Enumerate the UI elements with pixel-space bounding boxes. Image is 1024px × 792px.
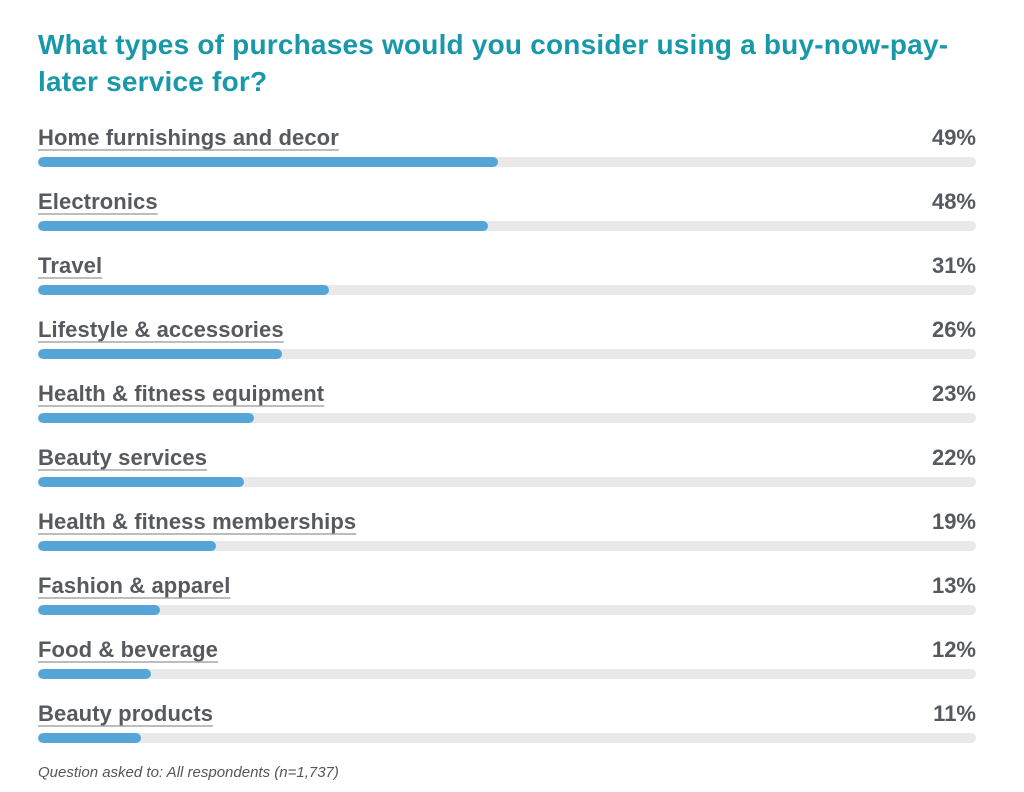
bar-row: Travel 31% [38,252,976,296]
value-label: 12% [931,637,976,663]
bar-row-head: Beauty services 22% [38,444,976,472]
bar-row-head: Health & fitness equipment 23% [38,380,976,408]
category-label: Electronics [38,189,158,215]
bar-row: Health & fitness equipment 23% [38,380,976,424]
bar-row: Food & beverage 12% [38,636,976,680]
bar-fill [38,413,254,424]
bar-track [38,541,976,552]
bar-row: Home furnishings and decor 49% [38,124,976,168]
bar-fill [38,733,142,744]
category-label: Fashion & apparel [38,573,231,599]
chart-footnote: Question asked to: All respondents (n=1,… [38,764,339,782]
bar-track [38,669,976,680]
value-label: 26% [931,317,976,343]
value-label: 49% [931,125,976,151]
bar-row-head: Travel 31% [38,252,976,280]
bar-row: Fashion & apparel 13% [38,572,976,616]
bar-track [38,413,976,424]
value-label: 13% [931,573,976,599]
bar-track [38,285,976,296]
chart-title: What types of purchases would you consid… [38,29,949,98]
category-label: Beauty services [38,445,208,471]
bar-track [38,733,976,744]
bar-row-head: Home furnishings and decor 49% [38,124,976,152]
bar-row-head: Health & fitness memberships 19% [38,508,976,536]
bar-row-head: Electronics 48% [38,188,976,216]
category-label: Health & fitness memberships [38,509,357,535]
bar-fill [38,221,489,232]
bar-row: Lifestyle & accessories 26% [38,316,976,360]
value-label: 48% [931,189,976,215]
bar-row: Beauty services 22% [38,444,976,488]
category-label: Lifestyle & accessories [38,317,284,343]
bar-fill [38,285,329,296]
category-label: Food & beverage [38,637,218,663]
category-label: Health & fitness equipment [38,381,325,407]
value-label: 11% [933,701,976,727]
bar-fill [38,669,151,680]
bar-track [38,349,976,360]
bar-track [38,221,976,232]
bar-fill [38,477,245,488]
bar-row-head: Lifestyle & accessories 26% [38,316,976,344]
bar-fill [38,605,160,616]
value-label: 23% [931,381,976,407]
value-label: 19% [931,509,976,535]
bar-track [38,477,976,488]
bar-fill [38,157,498,168]
bar-row-head: Fashion & apparel 13% [38,572,976,600]
bar-track [38,605,976,616]
bar-fill [38,541,217,552]
value-label: 31% [931,253,976,279]
bar-row: Electronics 48% [38,188,976,232]
bar-row-head: Food & beverage 12% [38,636,976,664]
bar-track [38,157,976,168]
bar-fill [38,349,282,360]
bar-row: Health & fitness memberships 19% [38,508,976,552]
category-label: Home furnishings and decor [38,125,339,151]
category-label: Travel [38,253,103,279]
bar-row-head: Beauty products 11% [38,700,976,728]
category-label: Beauty products [38,701,214,727]
bar-row: Beauty products 11% [38,700,976,744]
bar-rows: Home furnishings and decor 49% Electroni… [38,124,976,744]
value-label: 22% [931,445,976,471]
